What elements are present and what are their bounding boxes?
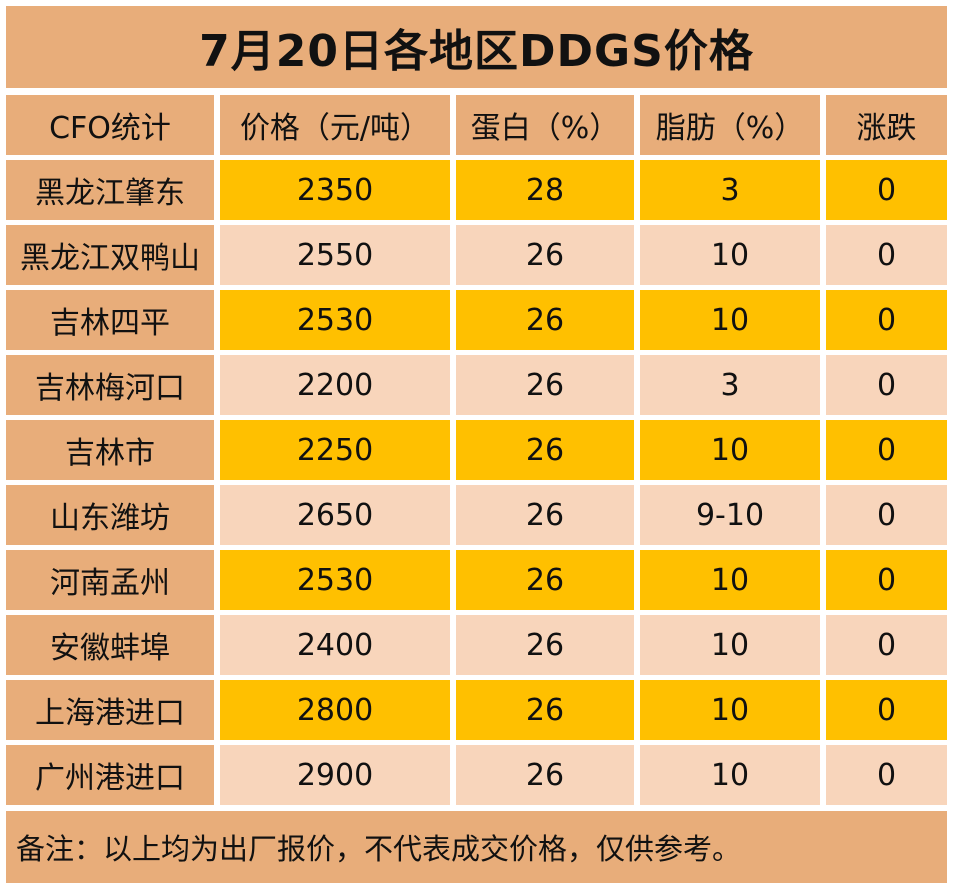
cell-protein: 26 <box>456 615 634 675</box>
table-row: 吉林市 2250 26 10 0 <box>6 420 947 480</box>
cell-protein: 26 <box>456 420 634 480</box>
header-region: CFO统计 <box>6 95 214 155</box>
header-row: CFO统计 价格（元/吨） 蛋白（%） 脂肪（%） 涨跌 <box>6 95 947 155</box>
cell-protein: 26 <box>456 745 634 805</box>
cell-fat: 10 <box>640 615 820 675</box>
cell-change: 0 <box>826 225 947 285</box>
cell-change: 0 <box>826 550 947 610</box>
cell-region: 山东潍坊 <box>6 485 214 545</box>
cell-price: 2530 <box>220 550 450 610</box>
table-row: 吉林四平 2530 26 10 0 <box>6 290 947 350</box>
cell-fat: 10 <box>640 550 820 610</box>
cell-price: 2530 <box>220 290 450 350</box>
cell-fat: 10 <box>640 745 820 805</box>
table-row: 河南孟州 2530 26 10 0 <box>6 550 947 610</box>
cell-region: 黑龙江肇东 <box>6 160 214 220</box>
table-row: 山东潍坊 2650 26 9-10 0 <box>6 485 947 545</box>
cell-change: 0 <box>826 745 947 805</box>
cell-fat: 9-10 <box>640 485 820 545</box>
table-row: 安徽蚌埠 2400 26 10 0 <box>6 615 947 675</box>
cell-price: 2250 <box>220 420 450 480</box>
cell-fat: 10 <box>640 290 820 350</box>
cell-protein: 26 <box>456 355 634 415</box>
cell-region: 吉林四平 <box>6 290 214 350</box>
cell-region: 广州港进口 <box>6 745 214 805</box>
cell-change: 0 <box>826 485 947 545</box>
cell-price: 2650 <box>220 485 450 545</box>
footnote: 备注：以上均为出厂报价，不代表成交价格，仅供参考。 <box>6 811 947 883</box>
cell-fat: 3 <box>640 355 820 415</box>
cell-region: 安徽蚌埠 <box>6 615 214 675</box>
cell-change: 0 <box>826 160 947 220</box>
header-fat: 脂肪（%） <box>640 95 820 155</box>
cell-price: 2400 <box>220 615 450 675</box>
cell-price: 2350 <box>220 160 450 220</box>
cell-region: 河南孟州 <box>6 550 214 610</box>
cell-change: 0 <box>826 290 947 350</box>
cell-protein: 28 <box>456 160 634 220</box>
header-change: 涨跌 <box>826 95 947 155</box>
table-row: 广州港进口 2900 26 10 0 <box>6 745 947 805</box>
cell-protein: 26 <box>456 485 634 545</box>
table-row: 黑龙江肇东 2350 28 3 0 <box>6 160 947 220</box>
cell-protein: 26 <box>456 290 634 350</box>
cell-protein: 26 <box>456 225 634 285</box>
table-row: 吉林梅河口 2200 26 3 0 <box>6 355 947 415</box>
cell-region: 黑龙江双鸭山 <box>6 225 214 285</box>
cell-fat: 3 <box>640 160 820 220</box>
cell-protein: 26 <box>456 550 634 610</box>
cell-price: 2200 <box>220 355 450 415</box>
header-protein: 蛋白（%） <box>456 95 634 155</box>
cell-region: 吉林市 <box>6 420 214 480</box>
cell-price: 2550 <box>220 225 450 285</box>
cell-change: 0 <box>826 420 947 480</box>
cell-change: 0 <box>826 355 947 415</box>
table-row: 黑龙江双鸭山 2550 26 10 0 <box>6 225 947 285</box>
cell-region: 上海港进口 <box>6 680 214 740</box>
cell-fat: 10 <box>640 225 820 285</box>
header-price: 价格（元/吨） <box>220 95 450 155</box>
cell-change: 0 <box>826 615 947 675</box>
cell-price: 2900 <box>220 745 450 805</box>
cell-price: 2800 <box>220 680 450 740</box>
cell-protein: 26 <box>456 680 634 740</box>
cell-change: 0 <box>826 680 947 740</box>
table-title: 7月20日各地区DDGS价格 <box>6 6 947 88</box>
table-row: 上海港进口 2800 26 10 0 <box>6 680 947 740</box>
cell-region: 吉林梅河口 <box>6 355 214 415</box>
cell-fat: 10 <box>640 680 820 740</box>
cell-fat: 10 <box>640 420 820 480</box>
